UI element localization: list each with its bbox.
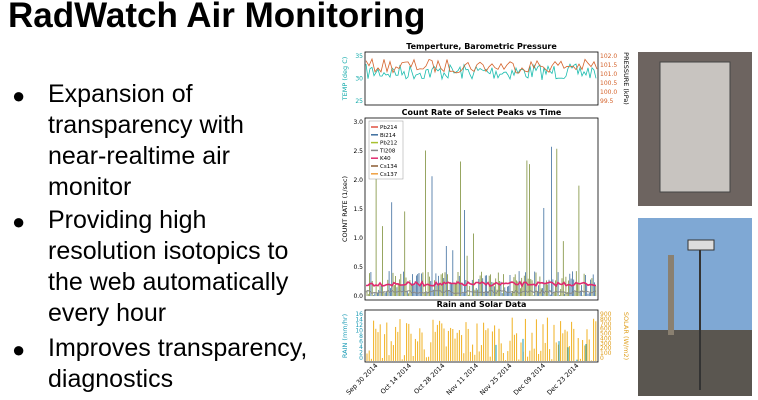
tick-label: 800 bbox=[600, 316, 612, 323]
date-label: Dec 09 2014 bbox=[512, 362, 547, 397]
date-label: Sep 30 2014 bbox=[345, 362, 380, 397]
tick-label: 400 bbox=[600, 335, 612, 342]
tick-label: 2 bbox=[359, 350, 363, 357]
axis-label: RAIN (mm/hr) bbox=[341, 314, 349, 358]
bullet-line: Providing high bbox=[48, 206, 207, 234]
tick-label: 200 bbox=[600, 345, 612, 352]
photo-rack bbox=[659, 61, 731, 193]
slide-title: RadWatch Air Monitoring bbox=[8, 0, 426, 35]
tick-label: 700 bbox=[600, 321, 612, 328]
tick-label: 900 bbox=[600, 311, 612, 318]
bullet-line: near-realtime air bbox=[48, 142, 231, 170]
date-label: Oct 14 2014 bbox=[379, 362, 413, 396]
tick-label: 3.0 bbox=[353, 119, 363, 126]
bullet-dot: ● bbox=[12, 337, 26, 362]
tick-label: 500 bbox=[600, 331, 612, 338]
date-label: Dec 23 2014 bbox=[545, 362, 580, 397]
photo-roof bbox=[638, 330, 752, 396]
tick-label: 0.0 bbox=[353, 293, 363, 300]
tick-label: 2.0 bbox=[353, 177, 363, 184]
legend-label: Tl208 bbox=[379, 148, 396, 154]
trace bbox=[365, 57, 598, 74]
bullet-line: Expansion of bbox=[48, 80, 193, 108]
photo-tower bbox=[668, 255, 674, 335]
tick-label: 25 bbox=[355, 98, 363, 105]
photo-sensor bbox=[687, 239, 715, 251]
tick-label: 1.5 bbox=[353, 206, 363, 213]
tick-label: 600 bbox=[600, 326, 612, 333]
panel-title: Temperture, Barometric Pressure bbox=[406, 42, 557, 51]
tick-label: 101.5 bbox=[600, 62, 617, 69]
bullet-line: Improves transparency, bbox=[48, 334, 308, 362]
legend-label: Bi214 bbox=[380, 133, 396, 139]
tick-label: 14 bbox=[355, 317, 363, 324]
trace bbox=[365, 280, 597, 288]
bullet-line: monitor bbox=[48, 173, 132, 201]
axis-label: COUNT RATE (1/sec) bbox=[341, 176, 349, 242]
tick-label: 16 bbox=[355, 311, 363, 318]
tick-label: 101.0 bbox=[600, 71, 617, 78]
trace bbox=[365, 63, 597, 81]
legend-label: Cs137 bbox=[380, 172, 398, 178]
tick-label: 100.0 bbox=[600, 89, 617, 96]
tick-label: 2.5 bbox=[353, 148, 363, 155]
legend-label: Pb214 bbox=[380, 125, 398, 131]
axis-label: SOLAR (W/m2) bbox=[622, 312, 630, 360]
axis-label: PRESSURE (kPa) bbox=[622, 52, 630, 105]
tick-label: 99.5 bbox=[600, 98, 614, 105]
tick-label: 1.0 bbox=[353, 235, 363, 242]
bullet-line: the web automatically bbox=[48, 268, 289, 296]
bullet-line: resolution isotopics to bbox=[48, 237, 289, 265]
tick-label: 12 bbox=[355, 322, 363, 329]
bullet-line: every hour bbox=[48, 299, 167, 327]
tick-label: 0.5 bbox=[353, 264, 363, 271]
date-label: Oct 28 2014 bbox=[412, 362, 446, 396]
bullet-dot: ● bbox=[12, 209, 26, 234]
panel-title: Rain and Solar Data bbox=[437, 300, 527, 309]
tick-label: 30 bbox=[355, 76, 363, 83]
bullet-line: transparency with bbox=[48, 111, 244, 139]
legend-label: K40 bbox=[380, 156, 391, 162]
tick-label: 35 bbox=[355, 53, 363, 60]
legend-label: Pb212 bbox=[380, 141, 397, 147]
tick-label: 4 bbox=[359, 344, 363, 351]
trace bbox=[365, 289, 597, 295]
tick-label: 300 bbox=[600, 340, 612, 347]
tick-label: 8 bbox=[359, 333, 363, 340]
bullet-dot: ● bbox=[12, 83, 26, 108]
date-label: Nov 11 2014 bbox=[445, 362, 480, 397]
tick-label: 100.5 bbox=[600, 80, 617, 87]
tick-label: 102.0 bbox=[600, 53, 617, 60]
tick-label: 0 bbox=[600, 355, 604, 362]
date-label: Nov 25 2014 bbox=[478, 362, 513, 397]
tick-label: 10 bbox=[355, 328, 363, 335]
axis-label: TEMP (deg C) bbox=[341, 57, 349, 102]
panel-title: Count Rate of Select Peaks vs Time bbox=[402, 108, 562, 117]
bullet-line: diagnostics bbox=[48, 365, 174, 393]
tick-label: 6 bbox=[359, 339, 363, 346]
tick-label: 0 bbox=[359, 355, 363, 362]
panel-frame bbox=[364, 117, 599, 301]
tick-label: 100 bbox=[600, 350, 612, 357]
legend-label: Cs134 bbox=[380, 164, 398, 170]
